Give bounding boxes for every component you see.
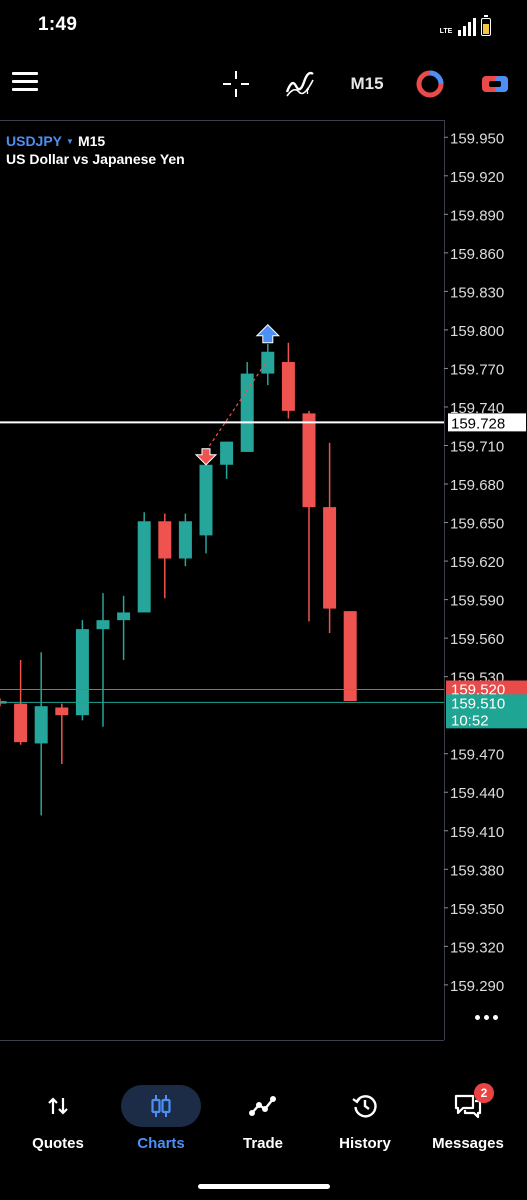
candle-body [261,351,275,374]
trade-connection-line [205,362,267,452]
price-tick-label: 159.380 [450,862,504,879]
nav-history[interactable]: History [313,1075,417,1155]
price-tick-label: 159.470 [450,747,504,764]
candle-body [240,373,254,452]
charts-icon [121,1085,201,1127]
more-options-icon[interactable] [475,1010,501,1024]
candle-body [343,611,357,702]
price-tick-label: 159.350 [450,901,504,918]
nav-messages-label: Messages [432,1135,504,1152]
nav-trade[interactable]: Trade [211,1075,315,1155]
price-tick-label: 159.950 [450,130,504,147]
chart-toolbar: f M15 [0,60,527,108]
messages-icon: 2 [428,1083,508,1127]
nav-history-label: History [339,1135,391,1152]
candle-body [199,464,213,536]
price-tick-label: 159.650 [450,516,504,533]
candle-body [137,521,151,613]
price-tick-label: 159.890 [450,207,504,224]
network-type: LTE [439,28,453,35]
candle-body [220,441,234,465]
price-tick-label: 159.920 [450,169,504,186]
price-tick-label: 159.320 [450,939,504,956]
candle-body [281,362,295,411]
ask-price-label: 159.520 [451,682,505,699]
symbol-name[interactable]: USDJPY [6,133,63,149]
messages-badge: 2 [474,1083,494,1103]
buy-arrow-icon [255,324,281,344]
quotes-icon [18,1085,98,1127]
trade-icon [223,1085,303,1127]
bottom-nav: Quotes Charts Trade [0,1075,527,1170]
sell-arrow-icon [194,448,218,466]
price-tick-label: 159.290 [450,978,504,995]
battery-icon [481,15,491,36]
candle-body [34,706,48,744]
price-tick-label: 159.710 [450,438,504,455]
history-icon [325,1085,405,1127]
price-tick-label: 159.800 [450,323,504,340]
candle-body [75,629,89,716]
price-tick-label: 159.860 [450,246,504,263]
nav-trade-label: Trade [242,1135,284,1152]
trade-panel-icon[interactable] [480,70,510,98]
status-icons: LTE [439,15,491,36]
price-chart[interactable]: 159.950 159.920 159.890 159.860 159.830 159.8… [0,120,527,1045]
price-tick-label: 159.740 [450,400,504,417]
nav-charts[interactable]: Charts [109,1075,213,1155]
candle-body [14,703,28,743]
price-tick-label: 159.410 [450,824,504,841]
candle-body [117,612,131,621]
one-click-trading-icon[interactable] [415,70,445,98]
bar-countdown-label: 10:52 [451,712,489,729]
price-tick-label: 159.590 [450,593,504,610]
nav-quotes[interactable]: Quotes [6,1075,110,1155]
status-bar: 1:49 LTE [0,0,527,52]
nav-quotes-label: Quotes [32,1135,84,1152]
price-tick-label: 159.770 [450,361,504,378]
candle-body [178,521,192,559]
symbol-description: US Dollar vs Japanese Yen [6,151,185,167]
svg-text:f: f [306,86,310,96]
candle-body [323,507,337,609]
signal-icon [458,18,476,36]
nav-charts-label: Charts [137,1135,185,1152]
crosshair-icon[interactable] [222,70,250,98]
symbol-header[interactable]: USDJPY ▼ M15 [6,133,105,149]
symbol-timeframe: M15 [77,133,106,149]
price-tick-label: 159.830 [450,284,504,301]
status-time: 1:49 [38,14,78,35]
candle-body [302,413,316,508]
candle-body [158,521,172,559]
hamburger-icon[interactable] [12,72,38,94]
price-tick-label: 159.440 [450,785,504,802]
candle-body [55,707,69,716]
price-tick-label: 159.560 [450,631,504,648]
timeframe-button[interactable]: M15 [350,74,384,93]
candle-body [96,620,110,630]
indicators-icon[interactable]: f [284,70,316,98]
chevron-down-icon[interactable]: ▼ [66,136,74,146]
price-tick-label: 159.620 [450,554,504,571]
alert-price-tag [448,413,526,432]
bid-price-tag [446,694,527,729]
home-indicator[interactable] [198,1184,330,1189]
ask-price-tag [446,680,527,697]
alert-price-label: 159.728 [451,415,505,432]
nav-messages[interactable]: 2 Messages [416,1075,520,1155]
price-tick-label: 159.680 [450,477,504,494]
chart-canvas[interactable]: 159.950 159.920 159.890 159.860 159.830 159.8… [0,120,527,1045]
bid-price-label: 159.510 [451,695,505,712]
